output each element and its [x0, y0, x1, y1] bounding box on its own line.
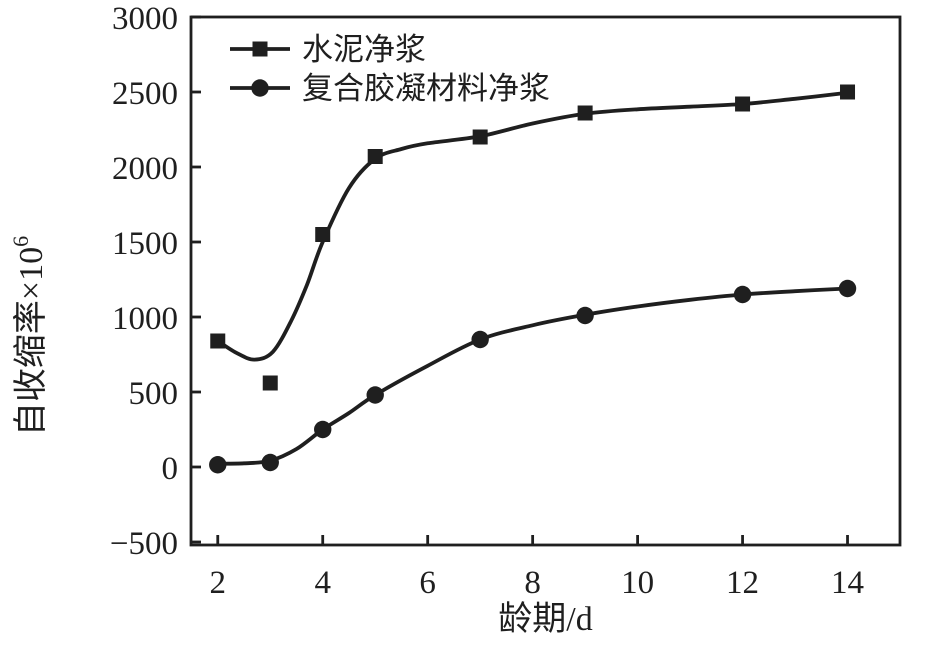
x-tick-label-2: 2 [210, 565, 227, 601]
series-0-marker [840, 84, 856, 100]
series-0-marker [262, 375, 278, 391]
x-axis-title: 龄期/d [498, 600, 592, 638]
series-0-marker [367, 149, 383, 164]
series-1-marker [209, 456, 227, 474]
series-1-marker [733, 285, 752, 304]
series-0-marker [735, 96, 751, 112]
legend-marker-0 [252, 41, 268, 57]
x-tick-label-8: 8 [524, 565, 541, 601]
series-0-marker [577, 105, 593, 121]
y-tick-label-3000: 3000 [112, 1, 178, 37]
x-tick-label-12: 12 [726, 565, 759, 601]
series-1-marker [261, 453, 279, 472]
y-tick-label-2000: 2000 [112, 151, 178, 187]
series-0-marker [472, 129, 488, 145]
x-tick-label-4: 4 [314, 565, 331, 601]
y-tick-label--500: −500 [110, 526, 178, 562]
y-tick-label-500: 500 [129, 376, 179, 412]
y-tick-label-0: 0 [162, 451, 179, 487]
series-1-marker [314, 420, 332, 439]
series-1-marker [838, 279, 857, 298]
series-0-marker [315, 227, 331, 242]
y-axis-title-exponent: 6 [8, 236, 33, 247]
x-tick-label-14: 14 [831, 565, 864, 601]
series-0-marker [210, 333, 226, 349]
series-0-curve [215, 90, 850, 362]
y-tick-label-1500: 1500 [112, 226, 178, 262]
y-axis-title: 自收缩率×106 [8, 236, 50, 436]
series-1-marker [471, 330, 489, 349]
legend-label-0: 水泥净浆 [302, 32, 426, 67]
plot-border [189, 15, 902, 547]
series-1-marker [366, 386, 384, 404]
y-tick-label-1000: 1000 [112, 301, 178, 337]
series-1-marker [576, 306, 594, 325]
y-tick-label-2500: 2500 [112, 76, 178, 112]
x-tick-label-10: 10 [621, 565, 654, 601]
series-1-curve [215, 286, 850, 466]
legend-label-1: 复合胶凝材料净浆 [302, 71, 550, 106]
legend-marker-1 [251, 79, 269, 97]
x-tick-label-6: 6 [419, 565, 436, 601]
